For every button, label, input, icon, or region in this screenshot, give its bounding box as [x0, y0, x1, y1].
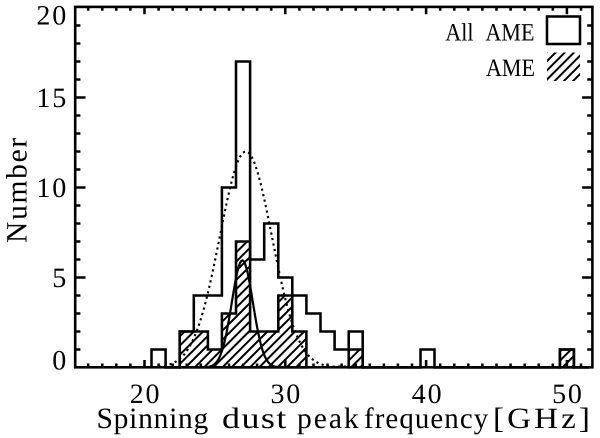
svg-text:frequency: frequency: [364, 403, 489, 435]
svg-text:peak: peak: [297, 403, 361, 435]
svg-text:Number: Number: [2, 136, 34, 243]
svg-text:Spinning: Spinning: [97, 403, 210, 435]
svg-text:30: 30: [270, 379, 302, 410]
svg-text:All AME: All AME: [445, 19, 534, 46]
svg-text:20: 20: [36, 0, 68, 31]
svg-text:0: 0: [52, 346, 68, 377]
svg-text:dust: dust: [222, 403, 288, 435]
svg-text:AME: AME: [486, 55, 535, 82]
svg-text:5: 5: [52, 263, 68, 294]
svg-text:10: 10: [36, 173, 68, 204]
svg-text:15: 15: [36, 83, 68, 114]
svg-text:20: 20: [130, 379, 162, 410]
svg-text:[GHz]: [GHz]: [493, 403, 593, 435]
svg-text:40: 40: [412, 379, 444, 410]
svg-text:50: 50: [552, 379, 584, 410]
